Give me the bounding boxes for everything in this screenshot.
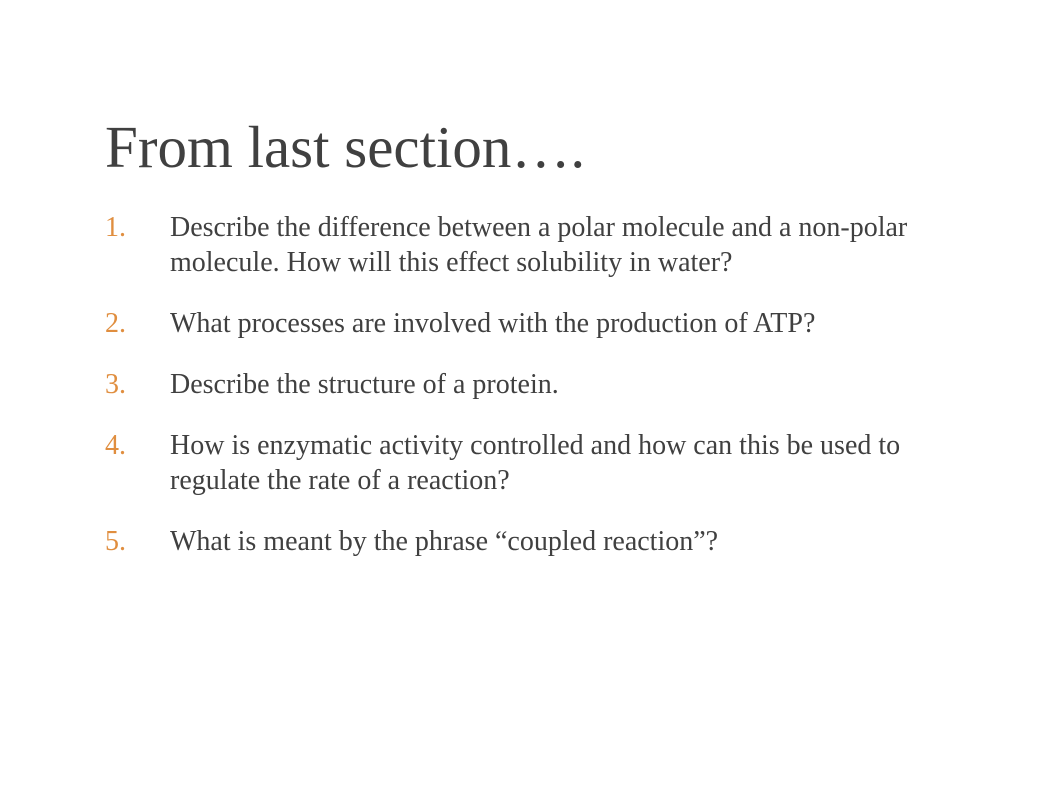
- question-list: 1. Describe the difference between a pol…: [105, 210, 962, 559]
- item-number: 1.: [105, 210, 126, 245]
- item-number: 4.: [105, 428, 126, 463]
- list-item: 5. What is meant by the phrase “coupled …: [105, 524, 962, 559]
- slide: From last section…. 1. Describe the diff…: [0, 0, 1062, 797]
- item-text: How is enzymatic activity controlled and…: [170, 430, 900, 496]
- list-item: 4. How is enzymatic activity controlled …: [105, 428, 962, 498]
- list-item: 2. What processes are involved with the …: [105, 306, 962, 341]
- list-item: 1. Describe the difference between a pol…: [105, 210, 962, 280]
- item-text: Describe the difference between a polar …: [170, 212, 907, 278]
- list-item: 3. Describe the structure of a protein.: [105, 367, 962, 402]
- slide-title: From last section….: [105, 115, 962, 180]
- item-number: 2.: [105, 306, 126, 341]
- item-text: What processes are involved with the pro…: [170, 308, 815, 339]
- item-number: 3.: [105, 367, 126, 402]
- item-text: What is meant by the phrase “coupled rea…: [170, 526, 718, 557]
- item-number: 5.: [105, 524, 126, 559]
- item-text: Describe the structure of a protein.: [170, 369, 559, 400]
